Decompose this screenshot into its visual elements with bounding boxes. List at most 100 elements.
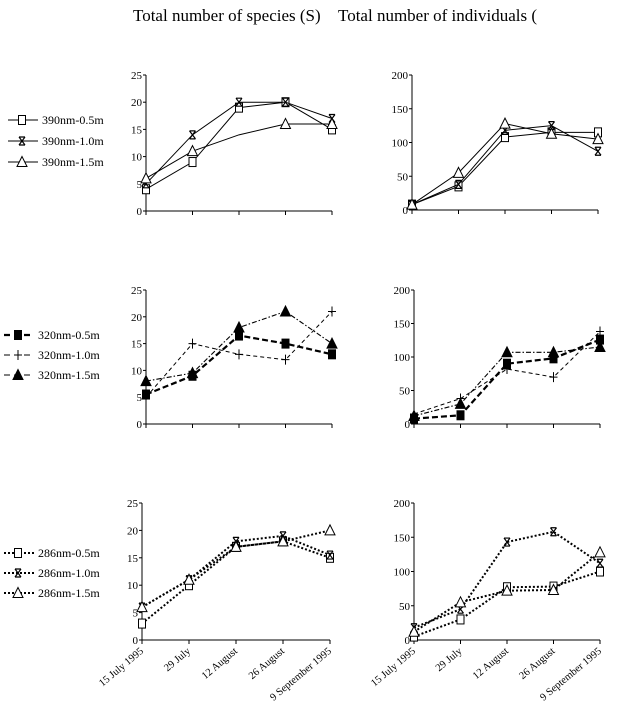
- legend-marker: [18, 136, 26, 146]
- series-line: [141, 540, 331, 625]
- x-tick-label: 29 July: [434, 645, 465, 674]
- series-390nm-1.5m: [140, 117, 338, 184]
- data-point-marker: [550, 527, 557, 537]
- y-tick-label: 150: [394, 532, 411, 544]
- data-point-marker: [547, 345, 560, 358]
- data-point-marker: [326, 117, 338, 129]
- series-390nm-1.0m: [408, 121, 602, 210]
- series-line: [141, 529, 331, 608]
- series-line: [145, 101, 333, 185]
- y-tick-label: 0: [405, 635, 411, 647]
- data-point-marker: [596, 566, 604, 577]
- data-point-marker: [501, 132, 509, 143]
- y-tick-label: 20: [131, 312, 143, 324]
- series-286nm-1.5m: [136, 523, 336, 613]
- x-tick-label: 26 August: [518, 646, 558, 682]
- data-point-marker: [501, 125, 509, 135]
- data-point-marker: [503, 537, 511, 547]
- legend-label: 390nm-0.5m: [42, 113, 104, 127]
- legend-marker: [14, 350, 22, 360]
- data-point-marker: [277, 534, 289, 547]
- series-320nm-1.0m: [410, 326, 604, 419]
- series-line: [413, 338, 601, 420]
- legend-label: 320nm-0.5m: [38, 328, 100, 342]
- y-tick-label: 5: [133, 608, 139, 620]
- series-line: [411, 131, 598, 206]
- data-point-marker: [549, 372, 558, 383]
- legend-item: 320nm-1.0m: [4, 348, 100, 362]
- series-286nm-0.5m: [410, 566, 604, 642]
- data-point-marker: [545, 127, 558, 139]
- data-point-marker: [328, 349, 336, 360]
- y-tick-label: 0: [137, 206, 143, 218]
- data-point-marker: [235, 97, 243, 107]
- legend-label: 320nm-1.5m: [38, 368, 100, 382]
- individuals-column-title: Total number of individuals (: [338, 6, 537, 25]
- legend-item: 286nm-1.0m: [4, 566, 100, 580]
- data-point-marker: [499, 116, 511, 129]
- data-point-marker: [186, 144, 199, 157]
- y-tick-label: 0: [137, 419, 143, 431]
- data-point-marker: [140, 374, 152, 387]
- data-point-marker: [230, 540, 242, 552]
- y-tick-label: 200: [394, 498, 411, 510]
- data-point-marker: [136, 600, 148, 613]
- data-point-marker: [235, 349, 243, 360]
- y-tick-label: 100: [394, 567, 411, 579]
- data-point-marker: [455, 179, 462, 189]
- chart-panel-individuals-320: 0 50 100 150 200: [394, 285, 606, 431]
- x-tick-label: 12 August: [471, 646, 511, 682]
- data-point-marker: [138, 618, 146, 629]
- legend-label: 390nm-1.5m: [42, 155, 104, 169]
- legend-marker: [14, 548, 22, 558]
- data-point-marker: [592, 132, 604, 145]
- data-point-marker: [183, 573, 195, 585]
- data-point-marker: [279, 304, 292, 317]
- x-tick-label: 26 August: [247, 646, 287, 682]
- data-point-marker: [189, 130, 196, 140]
- chart-panel-individuals-286: 0 50 100 150 200 15 July 1995 29 July 12 August…: [369, 498, 606, 703]
- data-point-marker: [501, 345, 513, 358]
- data-point-marker: [188, 157, 197, 168]
- data-point-marker: [596, 558, 604, 568]
- legend-item: 286nm-1.5m: [4, 586, 100, 600]
- series-286nm-1.0m: [410, 527, 604, 633]
- data-point-marker: [188, 338, 197, 349]
- y-tick-label: 20: [127, 525, 139, 537]
- series-line: [413, 570, 601, 638]
- legend-item: 390nm-1.5m: [8, 155, 104, 169]
- legend-label: 286nm-0.5m: [38, 546, 100, 560]
- x-tick-label: 15 July 1995: [97, 646, 146, 689]
- data-point-marker: [326, 550, 334, 560]
- y-tick-label: 20: [131, 97, 143, 109]
- legend-label: 286nm-1.5m: [38, 586, 100, 600]
- data-point-marker: [501, 584, 513, 596]
- data-point-marker: [406, 197, 418, 210]
- data-point-marker: [281, 338, 290, 349]
- data-point-marker: [594, 340, 606, 352]
- data-point-marker: [233, 320, 245, 333]
- data-point-marker: [596, 326, 604, 337]
- y-tick-label: 150: [394, 319, 411, 331]
- data-point-marker: [142, 179, 150, 189]
- x-tick-label: 12 August: [200, 646, 240, 682]
- legend-item: 286nm-0.5m: [4, 546, 100, 560]
- series-320nm-0.5m: [142, 330, 336, 400]
- data-point-marker: [326, 336, 338, 349]
- legend-marker: [14, 568, 22, 578]
- series-320nm-1.5m: [408, 340, 606, 421]
- legend-marker: [12, 586, 24, 598]
- data-point-marker: [282, 97, 289, 107]
- legend-item: 320nm-0.5m: [4, 328, 100, 342]
- species-column-title: Total number of species (S): [133, 6, 321, 25]
- data-point-marker: [454, 181, 463, 192]
- y-tick-label: 100: [392, 138, 409, 150]
- data-point-marker: [594, 146, 602, 156]
- y-tick-label: 5: [137, 392, 143, 404]
- data-point-marker: [547, 583, 560, 595]
- data-point-marker: [186, 366, 199, 379]
- y-tick-label: 200: [394, 285, 411, 297]
- data-point-marker: [503, 364, 511, 375]
- data-point-marker: [408, 409, 420, 421]
